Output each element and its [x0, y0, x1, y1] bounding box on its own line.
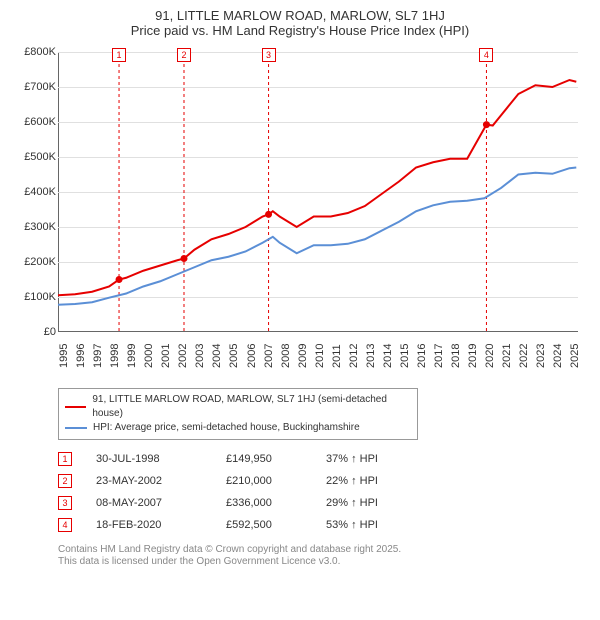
sales-row-price: £210,000 [226, 475, 326, 487]
sale-marker-box: 4 [479, 48, 493, 62]
series-line-0 [58, 80, 576, 295]
xtick-label: 2018 [450, 344, 452, 368]
xtick-label: 2015 [399, 344, 401, 368]
footnote-line-2: This data is licensed under the Open Gov… [58, 556, 590, 568]
xtick-label: 2025 [569, 344, 571, 368]
xtick-label: 1997 [92, 344, 94, 368]
sales-row-date: 18-FEB-2020 [96, 519, 226, 531]
xtick-label: 2017 [433, 344, 435, 368]
xtick-label: 2001 [160, 344, 162, 368]
legend-row-0: 91, LITTLE MARLOW ROAD, MARLOW, SL7 1HJ … [65, 393, 411, 421]
ytick-label: £100K [24, 291, 56, 303]
sales-row-diff: 22% ↑ HPI [326, 475, 426, 487]
sales-row-marker: 4 [58, 518, 72, 532]
sales-row-diff: 29% ↑ HPI [326, 497, 426, 509]
xtick-label: 2013 [365, 344, 367, 368]
xtick-label: 1999 [126, 344, 128, 368]
footnote-line-1: Contains HM Land Registry data © Crown c… [58, 544, 590, 556]
xtick-label: 2011 [331, 344, 333, 368]
xtick-label: 2012 [348, 344, 350, 368]
sales-row-date: 23-MAY-2002 [96, 475, 226, 487]
ytick-label: £400K [24, 186, 56, 198]
sales-row-marker: 1 [58, 452, 72, 466]
chart-lines [58, 52, 578, 332]
ytick-label: £500K [24, 151, 56, 163]
xtick-label: 2024 [552, 344, 554, 368]
footnote: Contains HM Land Registry data © Crown c… [58, 544, 590, 568]
plot-area: 1234 [58, 52, 578, 332]
sales-row-marker: 2 [58, 474, 72, 488]
legend-label-1: HPI: Average price, semi-detached house,… [93, 421, 360, 435]
sales-row: 4 18-FEB-2020£592,50053% ↑ HPI [58, 514, 590, 536]
sales-row-price: £336,000 [226, 497, 326, 509]
xtick-label: 2014 [382, 344, 384, 368]
sales-row-price: £149,950 [226, 453, 326, 465]
xtick-label: 2010 [314, 344, 316, 368]
sales-row: 1 30-JUL-1998£149,95037% ↑ HPI [58, 448, 590, 470]
chart: £0 £100K £200K £300K £400K £500K £600K £700K £80… [10, 42, 590, 382]
xtick-label: 2004 [211, 344, 213, 368]
title-line-2: Price paid vs. HM Land Registry's House … [10, 23, 590, 38]
sales-table: 1 30-JUL-1998£149,95037% ↑ HPI 2 23-MAY-200… [58, 448, 590, 536]
sale-marker-box: 3 [262, 48, 276, 62]
xtick-label: 2009 [297, 344, 299, 368]
sale-point-dot [483, 121, 490, 128]
sale-point-dot [265, 211, 272, 218]
xtick-label: 2008 [280, 344, 282, 368]
ytick-label: £600K [24, 116, 56, 128]
xtick-label: 2019 [467, 344, 469, 368]
ytick-label: £200K [24, 256, 56, 268]
title-line-1: 91, LITTLE MARLOW ROAD, MARLOW, SL7 1HJ [10, 8, 590, 23]
xtick-label: 2007 [263, 344, 265, 368]
sales-row-diff: 53% ↑ HPI [326, 519, 426, 531]
sales-row-price: £592,500 [226, 519, 326, 531]
legend-label-0: 91, LITTLE MARLOW ROAD, MARLOW, SL7 1HJ … [92, 393, 411, 421]
ytick-label: £800K [24, 46, 56, 58]
xtick-label: 2016 [416, 344, 418, 368]
sale-marker-box: 2 [177, 48, 191, 62]
series-line-1 [58, 168, 576, 305]
xtick-label: 2023 [535, 344, 537, 368]
legend-swatch-0 [65, 406, 86, 408]
sale-marker-box: 1 [112, 48, 126, 62]
sale-point-dot [180, 255, 187, 262]
xtick-label: 2000 [143, 344, 145, 368]
xtick-label: 2006 [246, 344, 248, 368]
page-container: 91, LITTLE MARLOW ROAD, MARLOW, SL7 1HJ … [0, 0, 600, 576]
xtick-label: 1996 [75, 344, 77, 368]
sales-row-date: 30-JUL-1998 [96, 453, 226, 465]
xtick-label: 1998 [109, 344, 111, 368]
xtick-label: 2002 [177, 344, 179, 368]
ytick-label: £700K [24, 81, 56, 93]
xtick-label: 2020 [484, 344, 486, 368]
sales-row-date: 08-MAY-2007 [96, 497, 226, 509]
xtick-label: 2003 [194, 344, 196, 368]
xtick-label: 1995 [58, 344, 60, 368]
xtick-label: 2022 [518, 344, 520, 368]
sales-row: 2 23-MAY-2002£210,00022% ↑ HPI [58, 470, 590, 492]
xtick-label: 2005 [228, 344, 230, 368]
sales-row: 3 08-MAY-2007£336,00029% ↑ HPI [58, 492, 590, 514]
legend: 91, LITTLE MARLOW ROAD, MARLOW, SL7 1HJ … [58, 388, 418, 440]
sales-row-marker: 3 [58, 496, 72, 510]
sales-row-diff: 37% ↑ HPI [326, 453, 426, 465]
xtick-label: 2021 [501, 344, 503, 368]
ytick-label: £0 [44, 326, 56, 338]
ytick-label: £300K [24, 221, 56, 233]
sale-point-dot [116, 276, 123, 283]
legend-swatch-1 [65, 427, 87, 429]
legend-row-1: HPI: Average price, semi-detached house,… [65, 421, 411, 435]
